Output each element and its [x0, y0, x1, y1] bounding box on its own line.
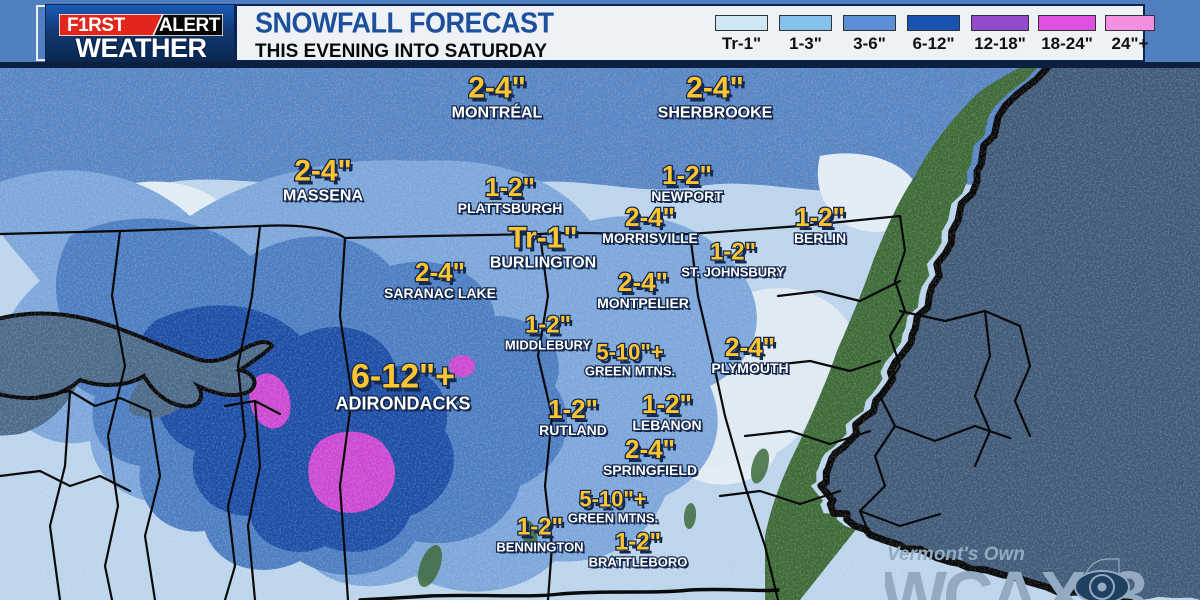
svg-text:WEATHER: WEATHER — [76, 37, 207, 63]
svg-text:ALERT: ALERT — [159, 15, 221, 36]
svg-text:F1RST: F1RST — [67, 15, 126, 36]
svg-text:WCA: WCA — [885, 557, 1039, 600]
